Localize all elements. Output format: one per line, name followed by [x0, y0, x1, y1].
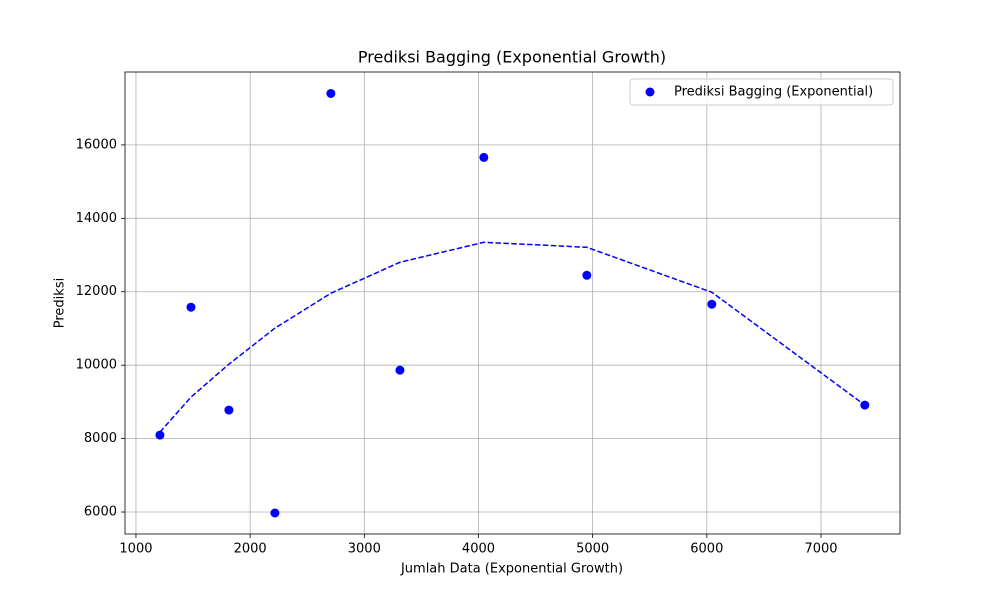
scatter-point: [224, 405, 234, 415]
x-tick-label: 2000: [234, 542, 267, 557]
scatter-point: [155, 430, 165, 440]
scatter-point: [479, 152, 489, 162]
trend-line: [159, 241, 866, 433]
x-tick-label: 6000: [690, 542, 723, 557]
scatter-point: [326, 88, 336, 98]
scatter-point: [186, 302, 196, 312]
legend-marker: [645, 87, 655, 97]
scatter-point: [582, 270, 592, 280]
y-tick-label: 6000: [84, 505, 117, 520]
x-axis-label: Jumlah Data (Exponential Growth): [400, 562, 623, 577]
x-tick-label: 1000: [119, 542, 152, 557]
legend-label: Prediksi Bagging (Exponential): [674, 85, 873, 100]
y-tick-label: 16000: [76, 137, 117, 152]
scatter-point: [395, 365, 405, 375]
scatter-point: [270, 508, 280, 518]
y-tick-label: 8000: [84, 431, 117, 446]
scatter-point: [707, 299, 717, 309]
y-axis-label: Prediksi: [53, 278, 68, 328]
legend-box: [629, 78, 894, 106]
y-tick-label: 12000: [76, 284, 117, 299]
y-tick-label: 10000: [76, 358, 117, 373]
chart-title: Prediksi Bagging (Exponential Growth): [358, 48, 666, 67]
x-tick-label: 5000: [576, 542, 609, 557]
x-tick-label: 7000: [804, 542, 837, 557]
plot-frame: [124, 71, 901, 535]
y-tick-label: 14000: [76, 211, 117, 226]
x-tick-label: 3000: [348, 542, 381, 557]
x-tick-label: 4000: [462, 542, 495, 557]
